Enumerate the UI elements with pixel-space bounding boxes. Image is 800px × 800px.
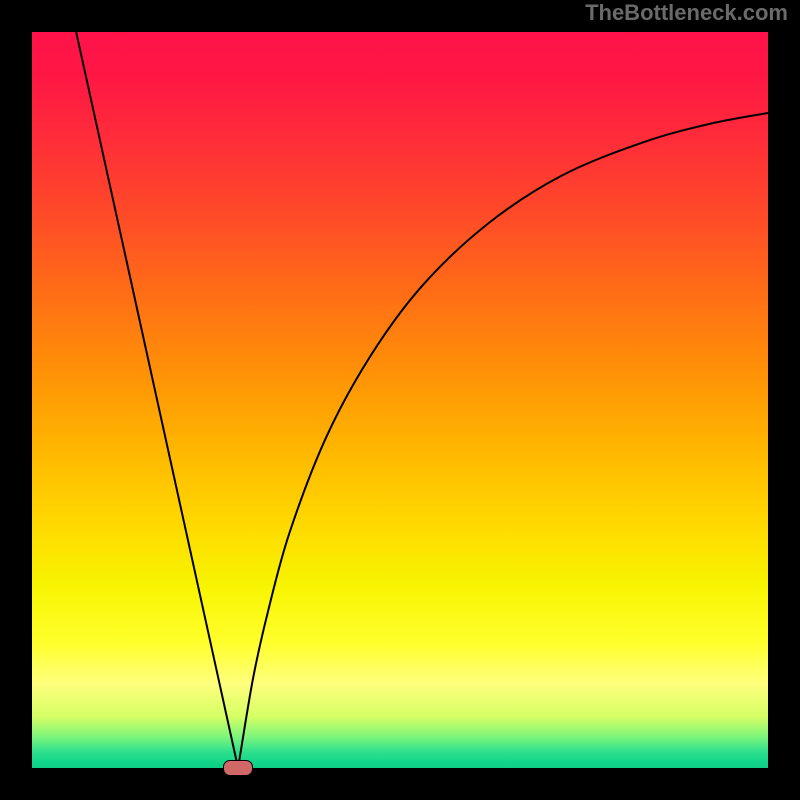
chart-background — [32, 32, 768, 768]
plot-area — [32, 32, 768, 768]
chart-root: TheBottleneck.com — [0, 0, 800, 800]
bottleneck-curve-chart — [32, 32, 768, 768]
optimal-point-marker — [223, 760, 253, 776]
attribution-label: TheBottleneck.com — [585, 0, 788, 26]
